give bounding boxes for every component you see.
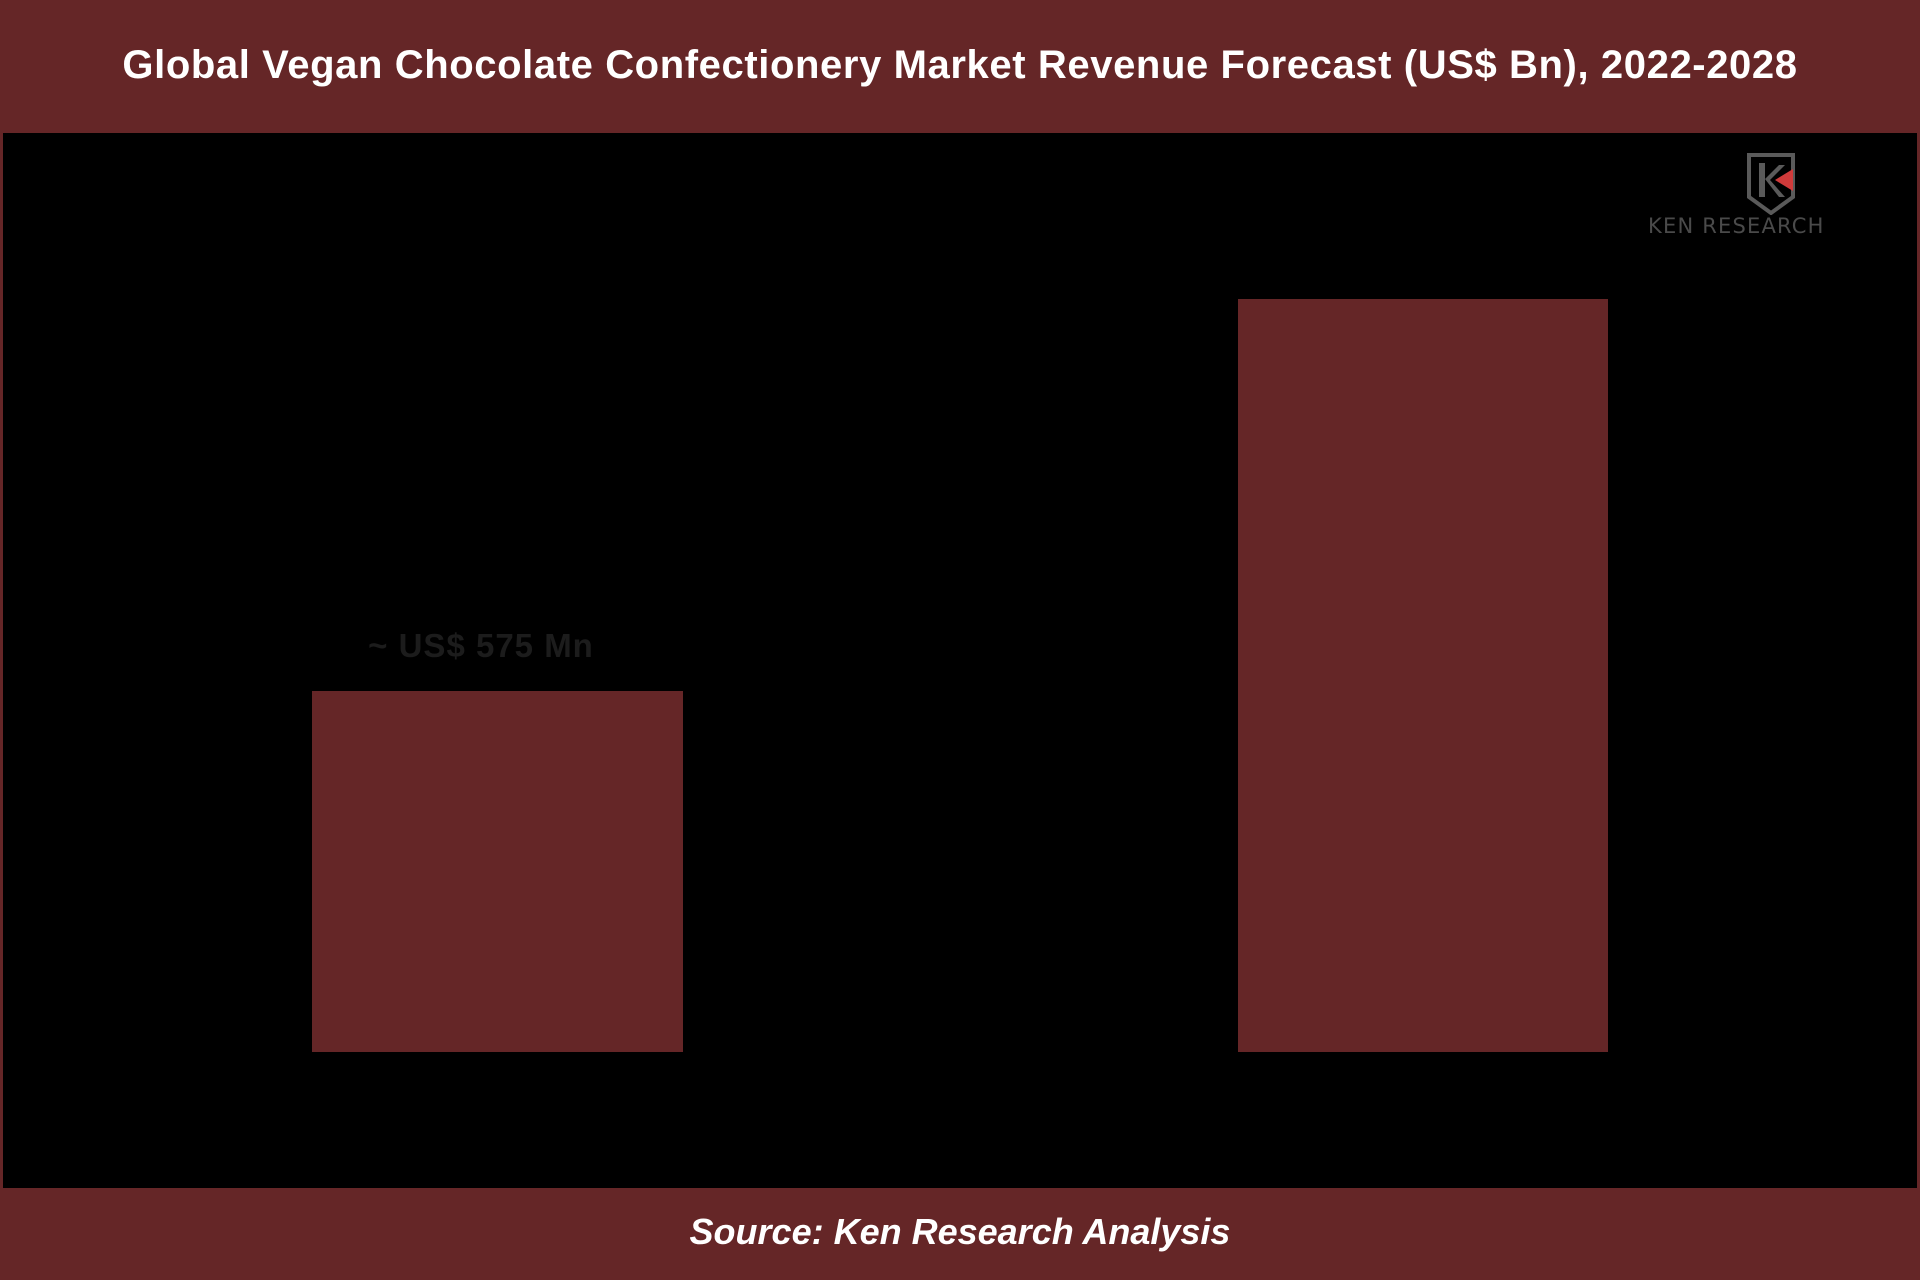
plot-area: ~ US$ 575 Mn — [3, 133, 1917, 1188]
source-note: Source: Ken Research Analysis — [689, 1211, 1231, 1252]
bar-value-label-2022: ~ US$ 575 Mn — [368, 627, 594, 664]
bar-2022 — [312, 691, 683, 1052]
chart-title: Global Vegan Chocolate Confectionery Mar… — [122, 43, 1798, 87]
chart-footer: Source: Ken Research Analysis — [0, 1188, 1920, 1280]
ken-research-logo: KEN RESEARCH — [1645, 150, 1905, 240]
bar-2028 — [1238, 299, 1608, 1052]
shield-k-icon — [1747, 153, 1795, 215]
chart-header: Global Vegan Chocolate Confectionery Mar… — [0, 0, 1920, 133]
logo-text: KEN RESEARCH — [1648, 214, 1825, 238]
